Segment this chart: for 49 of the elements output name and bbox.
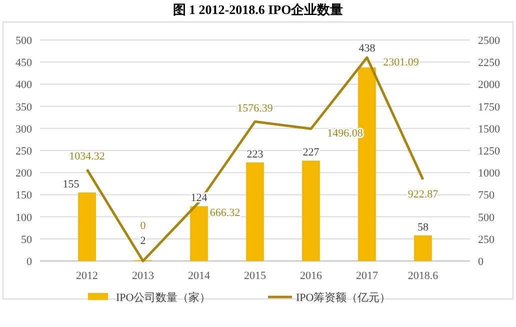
- y2-tick-label: 1250: [478, 146, 500, 158]
- y-tick-label: 250: [16, 146, 32, 158]
- y2-tick-label: 750: [478, 190, 495, 202]
- y-tick-label: 150: [16, 190, 32, 202]
- chart-title: 图 1 2012-2018.6 IPO企业数量: [172, 2, 344, 17]
- x-tick-label: 2017: [356, 270, 378, 282]
- data-label: 2301.09: [383, 56, 420, 69]
- data-label: 1034.32: [69, 150, 105, 163]
- data-label: 155: [62, 178, 80, 190]
- y2-tick-label: 1500: [478, 123, 500, 136]
- y-tick-label: 450: [16, 57, 32, 70]
- x-tick-label: 2016: [300, 270, 322, 282]
- data-label: 58: [417, 221, 429, 234]
- bar: [302, 160, 320, 261]
- legend-label: IPO公司数量（家）: [116, 291, 211, 304]
- bar: [414, 235, 432, 261]
- bar: [246, 162, 264, 261]
- data-label: 2: [140, 235, 146, 248]
- y-tick-label: 500: [16, 35, 32, 47]
- y2-tick-label: 1750: [478, 101, 500, 114]
- x-tick-label: 2012: [76, 270, 98, 282]
- bar: [78, 192, 96, 261]
- data-label: 0: [140, 220, 146, 232]
- y-tick-label: 350: [16, 101, 32, 114]
- x-tick-label: 2013: [132, 270, 155, 282]
- data-label: 227: [302, 146, 320, 159]
- y2-tick-label: 2000: [478, 79, 500, 92]
- y-tick-label: 400: [16, 79, 32, 92]
- y2-tick-label: 250: [478, 234, 495, 246]
- data-label: 666.32: [210, 207, 240, 220]
- y2-tick-label: 500: [478, 212, 495, 224]
- data-label: 223: [246, 148, 264, 160]
- y2-tick-label: 2250: [478, 57, 500, 70]
- y-tick-label: 0: [26, 256, 32, 268]
- data-label: 438: [358, 42, 376, 54]
- data-label: 1576.39: [237, 102, 274, 115]
- data-label: 922.87: [408, 188, 439, 200]
- y-tick-label: 300: [16, 123, 32, 136]
- y2-tick-label: 0: [478, 256, 484, 268]
- y2-tick-label: 2500: [478, 35, 500, 47]
- y-tick-label: 50: [21, 234, 32, 246]
- legend-label: IPO筹资额（亿元）: [296, 291, 391, 304]
- y-tick-label: 200: [16, 168, 32, 180]
- y2-tick-label: 1000: [478, 168, 500, 180]
- y-tick-label: 100: [16, 212, 32, 224]
- bar: [190, 206, 208, 261]
- x-tick-label: 2014: [188, 270, 211, 282]
- x-tick-label: 2018.6: [408, 270, 439, 282]
- x-tick-label: 2015: [244, 270, 266, 282]
